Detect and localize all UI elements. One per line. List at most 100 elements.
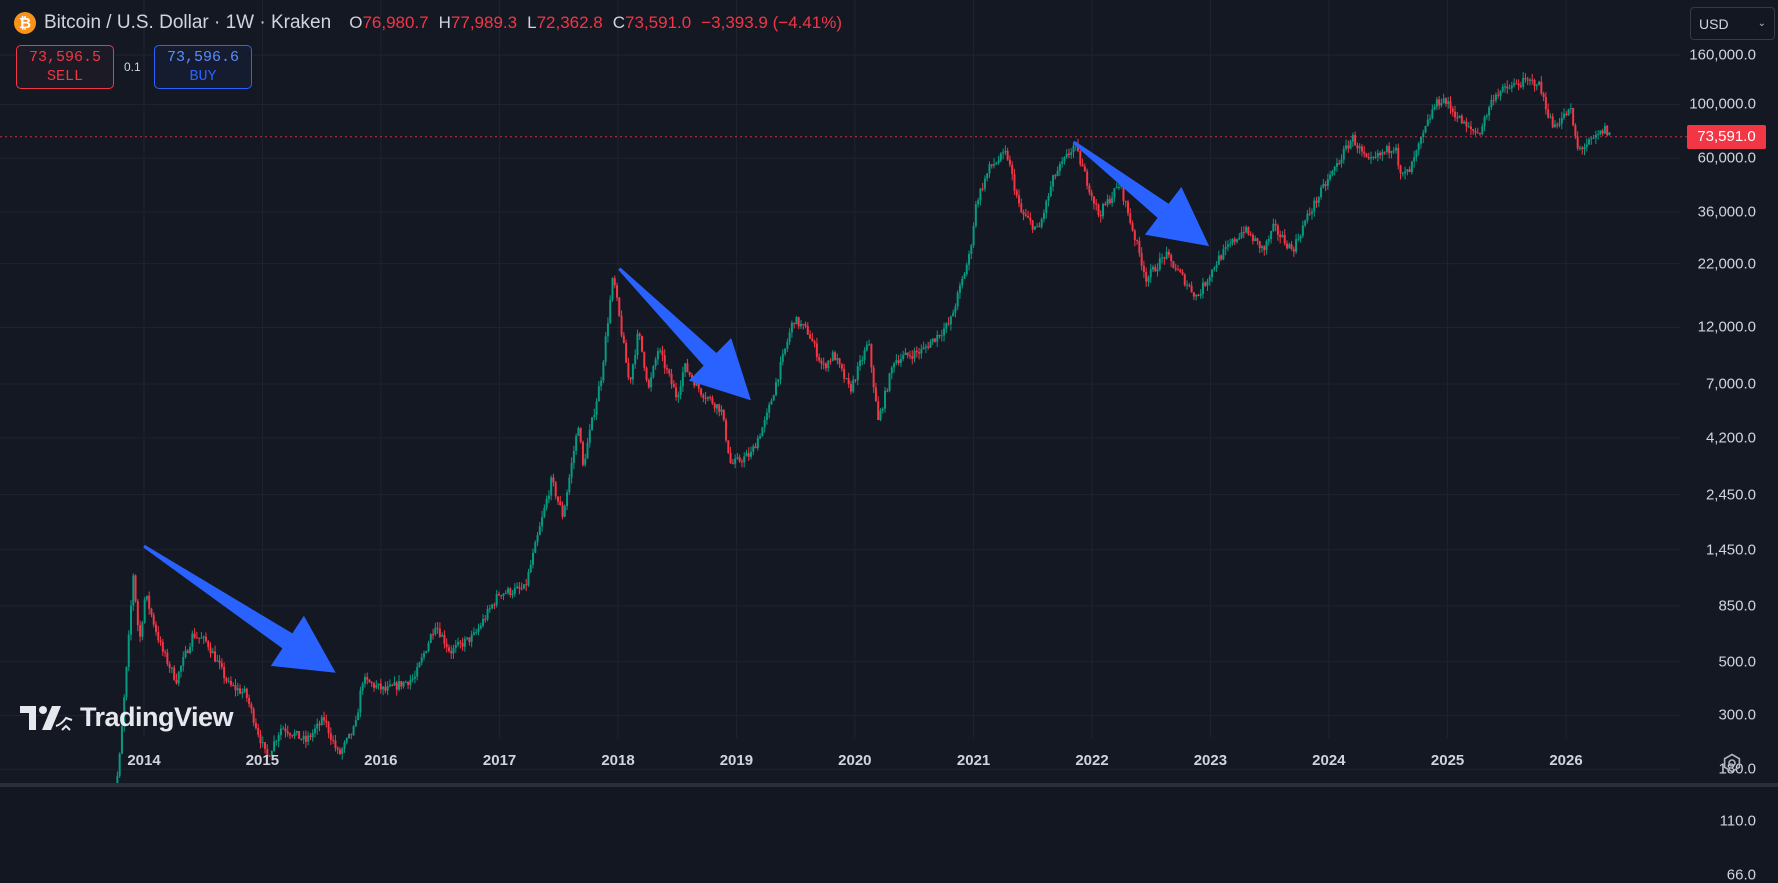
candle-down — [725, 420, 728, 441]
candle-down — [718, 404, 721, 412]
candle-down — [729, 452, 732, 463]
candle-down — [1170, 254, 1173, 262]
candle-up — [922, 347, 925, 350]
candle-down — [161, 642, 164, 652]
candle-down — [1008, 159, 1011, 165]
settings-icon[interactable] — [1722, 753, 1742, 773]
candle-down — [250, 704, 253, 709]
candle-down — [561, 505, 564, 517]
candle-up — [273, 741, 276, 751]
order-quantity[interactable]: 0.1 — [124, 60, 141, 74]
candle-down — [1581, 147, 1584, 149]
ohlc-values: O76,980.7 H77,989.3 L72,362.8 C73,591.0 … — [349, 13, 842, 33]
candle-up — [434, 627, 437, 635]
candle-up — [1052, 175, 1055, 187]
candle-up — [1410, 161, 1413, 173]
candle-up — [734, 458, 737, 464]
candle-up — [1578, 147, 1581, 149]
currency-select[interactable]: USD ⌄ — [1690, 7, 1775, 40]
price-axis-label: 110.0 — [1719, 812, 1756, 830]
candle-down — [616, 285, 619, 298]
candle-up — [191, 633, 194, 647]
candle-up — [382, 686, 385, 690]
candle-up — [547, 495, 550, 500]
candle-down — [1408, 169, 1411, 173]
candle-down — [613, 278, 616, 286]
candle-down — [1174, 268, 1177, 270]
candle-up — [977, 200, 980, 205]
candle-up — [1217, 255, 1220, 265]
candle-up — [1186, 284, 1189, 286]
candle-up — [488, 608, 491, 610]
candle-up — [502, 593, 505, 597]
candle-up — [550, 477, 553, 496]
candle-up — [920, 349, 923, 354]
candle-down — [1090, 192, 1093, 197]
price-axis-label: 66.0 — [1726, 866, 1756, 883]
candle-down — [797, 317, 800, 327]
candle-up — [279, 728, 282, 736]
candle-up — [765, 412, 768, 420]
candle-up — [543, 507, 546, 517]
candle-down — [675, 387, 678, 398]
candle-up — [1195, 295, 1198, 297]
candle-down — [990, 164, 993, 166]
candle-up — [961, 278, 964, 286]
sell-price: 73,596.5 — [28, 49, 101, 66]
buy-label: BUY — [189, 68, 217, 85]
candle-down — [552, 477, 555, 483]
symbol-title[interactable]: Bitcoin / U.S. Dollar · 1W · Kraken — [44, 12, 332, 33]
candle-up — [1583, 147, 1586, 149]
candle-up — [1224, 246, 1227, 250]
candle-down — [1379, 152, 1382, 156]
candle-down — [1526, 79, 1529, 81]
candle-down — [638, 333, 641, 336]
candle-up — [1538, 81, 1541, 86]
candle-down — [1095, 203, 1098, 205]
candle-up — [831, 352, 834, 361]
candle-down — [266, 748, 269, 756]
candle-up — [1306, 213, 1309, 221]
candle-up — [1115, 187, 1118, 189]
buy-button[interactable]: 73,596.6 BUY — [154, 45, 252, 89]
candle-up — [545, 499, 548, 508]
bitcoin-icon[interactable]: ₿ — [14, 12, 36, 34]
candle-up — [1065, 153, 1068, 158]
candle-up — [759, 436, 762, 439]
high-value: 77,989.3 — [450, 13, 518, 32]
candle-down — [811, 338, 814, 342]
candle-up — [1485, 115, 1488, 117]
symbol-legend: ₿ Bitcoin / U.S. Dollar · 1W · Kraken O7… — [14, 10, 842, 36]
candle-down — [207, 641, 210, 648]
time-axis-label: 2015 — [245, 752, 280, 769]
candle-up — [1231, 239, 1234, 244]
candle-up — [513, 588, 516, 594]
candle-up — [441, 634, 444, 637]
candle-up — [1222, 249, 1225, 260]
tradingview-logo[interactable]: TradingView — [18, 700, 234, 734]
candle-up — [597, 386, 600, 402]
candle-up — [416, 667, 419, 677]
candle-down — [134, 575, 137, 601]
candle-up — [1560, 117, 1563, 124]
candle-down — [1079, 150, 1082, 165]
candle-up — [1322, 183, 1325, 188]
sell-label: SELL — [46, 68, 83, 85]
candle-up — [1483, 116, 1486, 127]
open-label: O — [349, 13, 363, 32]
candle-up — [516, 586, 519, 589]
sell-button[interactable]: 73,596.5 SELL — [16, 45, 114, 89]
candle-down — [1242, 232, 1245, 234]
candle-up — [402, 682, 405, 687]
candle-down — [641, 335, 644, 352]
candle-down — [1274, 223, 1277, 226]
price-chart[interactable] — [0, 0, 1778, 787]
candle-down — [395, 682, 398, 690]
candle-up — [1288, 244, 1291, 249]
candle-down — [1136, 240, 1139, 242]
candle-down — [318, 723, 321, 726]
candle-up — [1404, 171, 1407, 174]
candle-down — [447, 647, 450, 651]
candle-up — [200, 637, 203, 639]
candle-up — [1467, 126, 1470, 128]
